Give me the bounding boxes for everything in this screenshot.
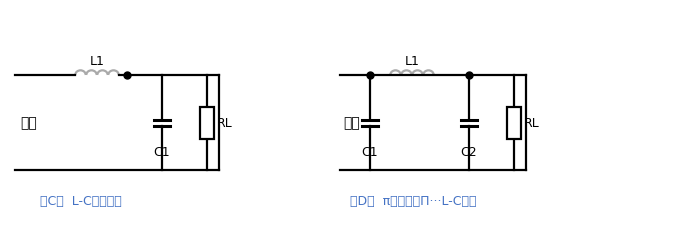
Text: RL: RL: [524, 117, 540, 129]
Text: RL: RL: [217, 117, 233, 129]
Text: （D）  π型滤波或Π···L-C滤波: （D） π型滤波或Π···L-C滤波: [350, 194, 477, 207]
Text: 输入: 输入: [20, 116, 36, 130]
Text: L1: L1: [404, 55, 419, 68]
Text: C1: C1: [154, 145, 170, 158]
Text: C2: C2: [460, 145, 477, 158]
FancyBboxPatch shape: [200, 107, 214, 139]
Text: C1: C1: [362, 145, 378, 158]
FancyBboxPatch shape: [507, 107, 521, 139]
Text: L1: L1: [90, 55, 105, 68]
Text: 输入: 输入: [343, 116, 360, 130]
Text: （C）  L-C电感滤波: （C） L-C电感滤波: [40, 194, 122, 207]
